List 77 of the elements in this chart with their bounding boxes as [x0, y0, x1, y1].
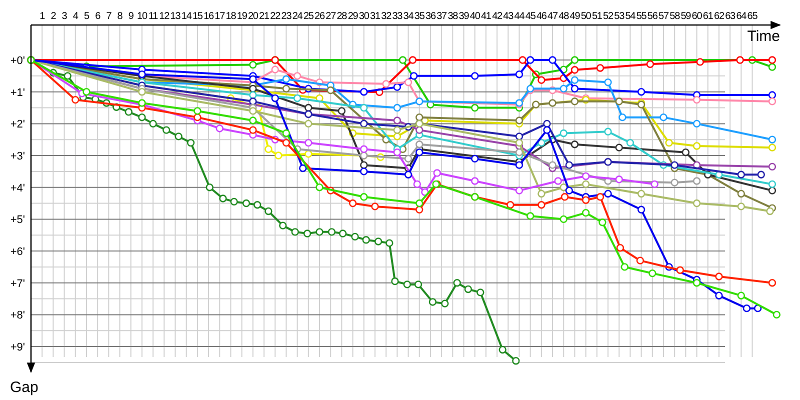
x-tick-label: 62 [714, 11, 725, 22]
x-tick-label: 36 [426, 11, 436, 22]
x-tick-label: 3 [62, 11, 68, 22]
x-tick-label: 26 [314, 11, 326, 22]
y-tick-label: +4' [10, 182, 25, 194]
x-tick-label: 45 [525, 11, 536, 22]
x-tick-label: 51 [592, 11, 603, 22]
x-tick-label: 64 [736, 11, 748, 22]
x-tick-label: 19 [236, 11, 248, 22]
x-tick-label: 42 [492, 11, 504, 22]
x-tick-label: 60 [692, 11, 703, 22]
x-tick-label: 43 [503, 11, 514, 22]
x-tick-label: 22 [270, 11, 282, 22]
x-tick-label: 55 [636, 11, 648, 22]
x-tick-label: 53 [614, 11, 626, 22]
x-tick-label: 39 [458, 11, 470, 22]
x-tick-label: 10 [136, 11, 148, 22]
x-tick-label: 37 [436, 11, 448, 22]
x-tick-label: 12 [159, 11, 170, 22]
x-tick-label: 28 [336, 11, 348, 22]
x-tick-label: 13 [170, 11, 182, 22]
x-tick-label: 31 [370, 11, 381, 22]
x-tick-label: 6 [95, 11, 102, 22]
x-tick-label: 17 [214, 11, 226, 22]
x-tick-label: 24 [292, 11, 304, 22]
x-tick-label: 2 [50, 11, 57, 22]
x-tick-label: 4 [72, 11, 79, 22]
x-tick-label: 16 [204, 11, 215, 22]
x-tick-label: 7 [106, 11, 112, 22]
x-tick-label: 30 [358, 11, 370, 22]
x-tick-label: 61 [702, 11, 714, 22]
y-tick-label: +3' [10, 150, 25, 163]
x-tick-label: 38 [448, 11, 459, 22]
x-tick-label: 33 [392, 11, 404, 22]
x-tick-label: 8 [117, 11, 124, 22]
x-tick-label: 25 [303, 11, 314, 22]
x-tick-label: 50 [580, 11, 592, 22]
x-tick-label: 34 [403, 11, 414, 22]
x-tick-label: 15 [192, 11, 204, 22]
x-tick-label: 20 [248, 11, 259, 22]
x-tick-label: 52 [603, 11, 614, 22]
x-tick-label: 58 [670, 11, 681, 22]
x-tick-label: 46 [536, 11, 548, 22]
x-tick-label: 18 [226, 11, 237, 22]
x-tick-label: 11 [148, 11, 159, 22]
x-tick-label: 41 [480, 11, 492, 22]
x-tick-label: 54 [625, 11, 636, 22]
x-tick-label: 65 [747, 11, 758, 22]
x-tick-label: 49 [570, 11, 581, 22]
y-tick-label: +1' [10, 86, 25, 99]
x-axis-title: Time [747, 28, 780, 45]
x-tick-label: 63 [725, 11, 736, 22]
x-tick-label: 27 [326, 11, 337, 22]
y-tick-label: +5' [10, 214, 25, 226]
x-tick-label: 35 [414, 11, 426, 22]
y-tick-label: +7' [10, 278, 25, 290]
x-tick-label: 56 [647, 11, 658, 22]
x-tick-label: 32 [381, 11, 392, 22]
y-tick-label: +0' [10, 55, 25, 68]
y-tick-label: +6' [10, 246, 25, 258]
x-tick-label: 57 [658, 11, 670, 22]
x-tick-label: 59 [680, 11, 692, 22]
x-tick-label: 5 [84, 11, 90, 22]
y-tick-label: +2' [10, 118, 25, 131]
x-tick-label: 40 [470, 11, 481, 22]
x-tick-label: 48 [558, 11, 570, 22]
x-tick-label: 1 [40, 11, 46, 22]
x-tick-label: 23 [281, 11, 292, 22]
y-axis-title: Gap [10, 379, 38, 396]
x-tick-label: 9 [128, 11, 134, 22]
x-tick-label: 21 [259, 11, 270, 22]
x-tick-label: 29 [348, 11, 359, 22]
x-tick-label: 47 [548, 11, 559, 22]
x-tick-label: 14 [181, 11, 192, 22]
x-tick-label: 44 [514, 11, 526, 22]
y-tick-label: +8' [10, 310, 25, 322]
y-tick-label: +9' [10, 342, 25, 354]
